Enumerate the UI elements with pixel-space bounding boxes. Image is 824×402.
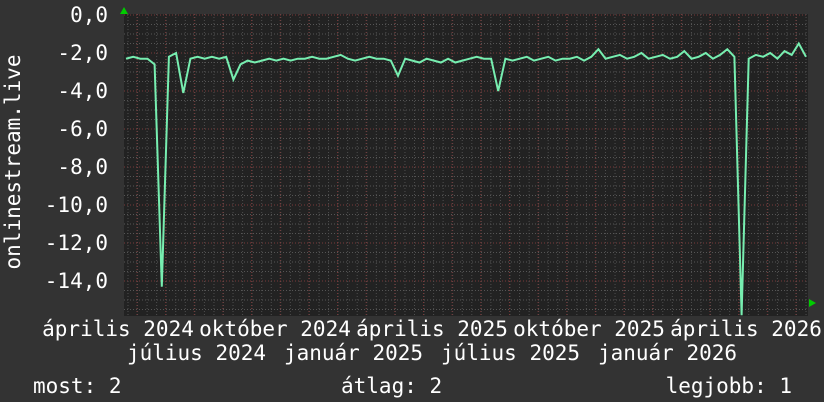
x-tick-label: október 2024 <box>199 317 351 341</box>
x-tick-label: január 2025 <box>284 341 423 365</box>
x-tick-label: január 2026 <box>598 341 737 365</box>
legend-best: legjobb: 1 <box>665 374 792 398</box>
legend-current: most: 2 <box>33 374 122 398</box>
x-tick-label: április 2025 <box>356 317 508 341</box>
y-tick-label: -6,0 <box>57 117 108 141</box>
x-tick-label: október 2025 <box>513 317 665 341</box>
grid <box>124 14 808 316</box>
x-tick-label: július 2025 <box>441 341 580 365</box>
x-tick-label: április 2026 <box>670 317 822 341</box>
y-tick-label: -14,0 <box>45 269 108 293</box>
x-axis-arrow-icon <box>809 299 816 307</box>
x-tick-label: július 2024 <box>127 341 266 365</box>
series-line <box>125 41 807 316</box>
y-tick-label: -12,0 <box>45 231 108 255</box>
legend-average: átlag: 2 <box>341 374 443 398</box>
y-tick-label: -8,0 <box>57 155 108 179</box>
y-axis-arrow-icon <box>120 7 128 14</box>
y-tick-label: -2,0 <box>57 41 108 65</box>
y-tick-label: -4,0 <box>57 79 108 103</box>
y-axis-title: onlinestream.live <box>1 55 25 270</box>
plot-area <box>124 14 808 316</box>
y-axis: 0,0 -2,0 -4,0 -6,0 -8,0 -10,0 -12,0 -14,0 <box>45 3 108 293</box>
y-tick-label: 0,0 <box>70 3 108 27</box>
x-tick-label: április 2024 <box>42 317 194 341</box>
y-tick-label: -10,0 <box>45 193 108 217</box>
